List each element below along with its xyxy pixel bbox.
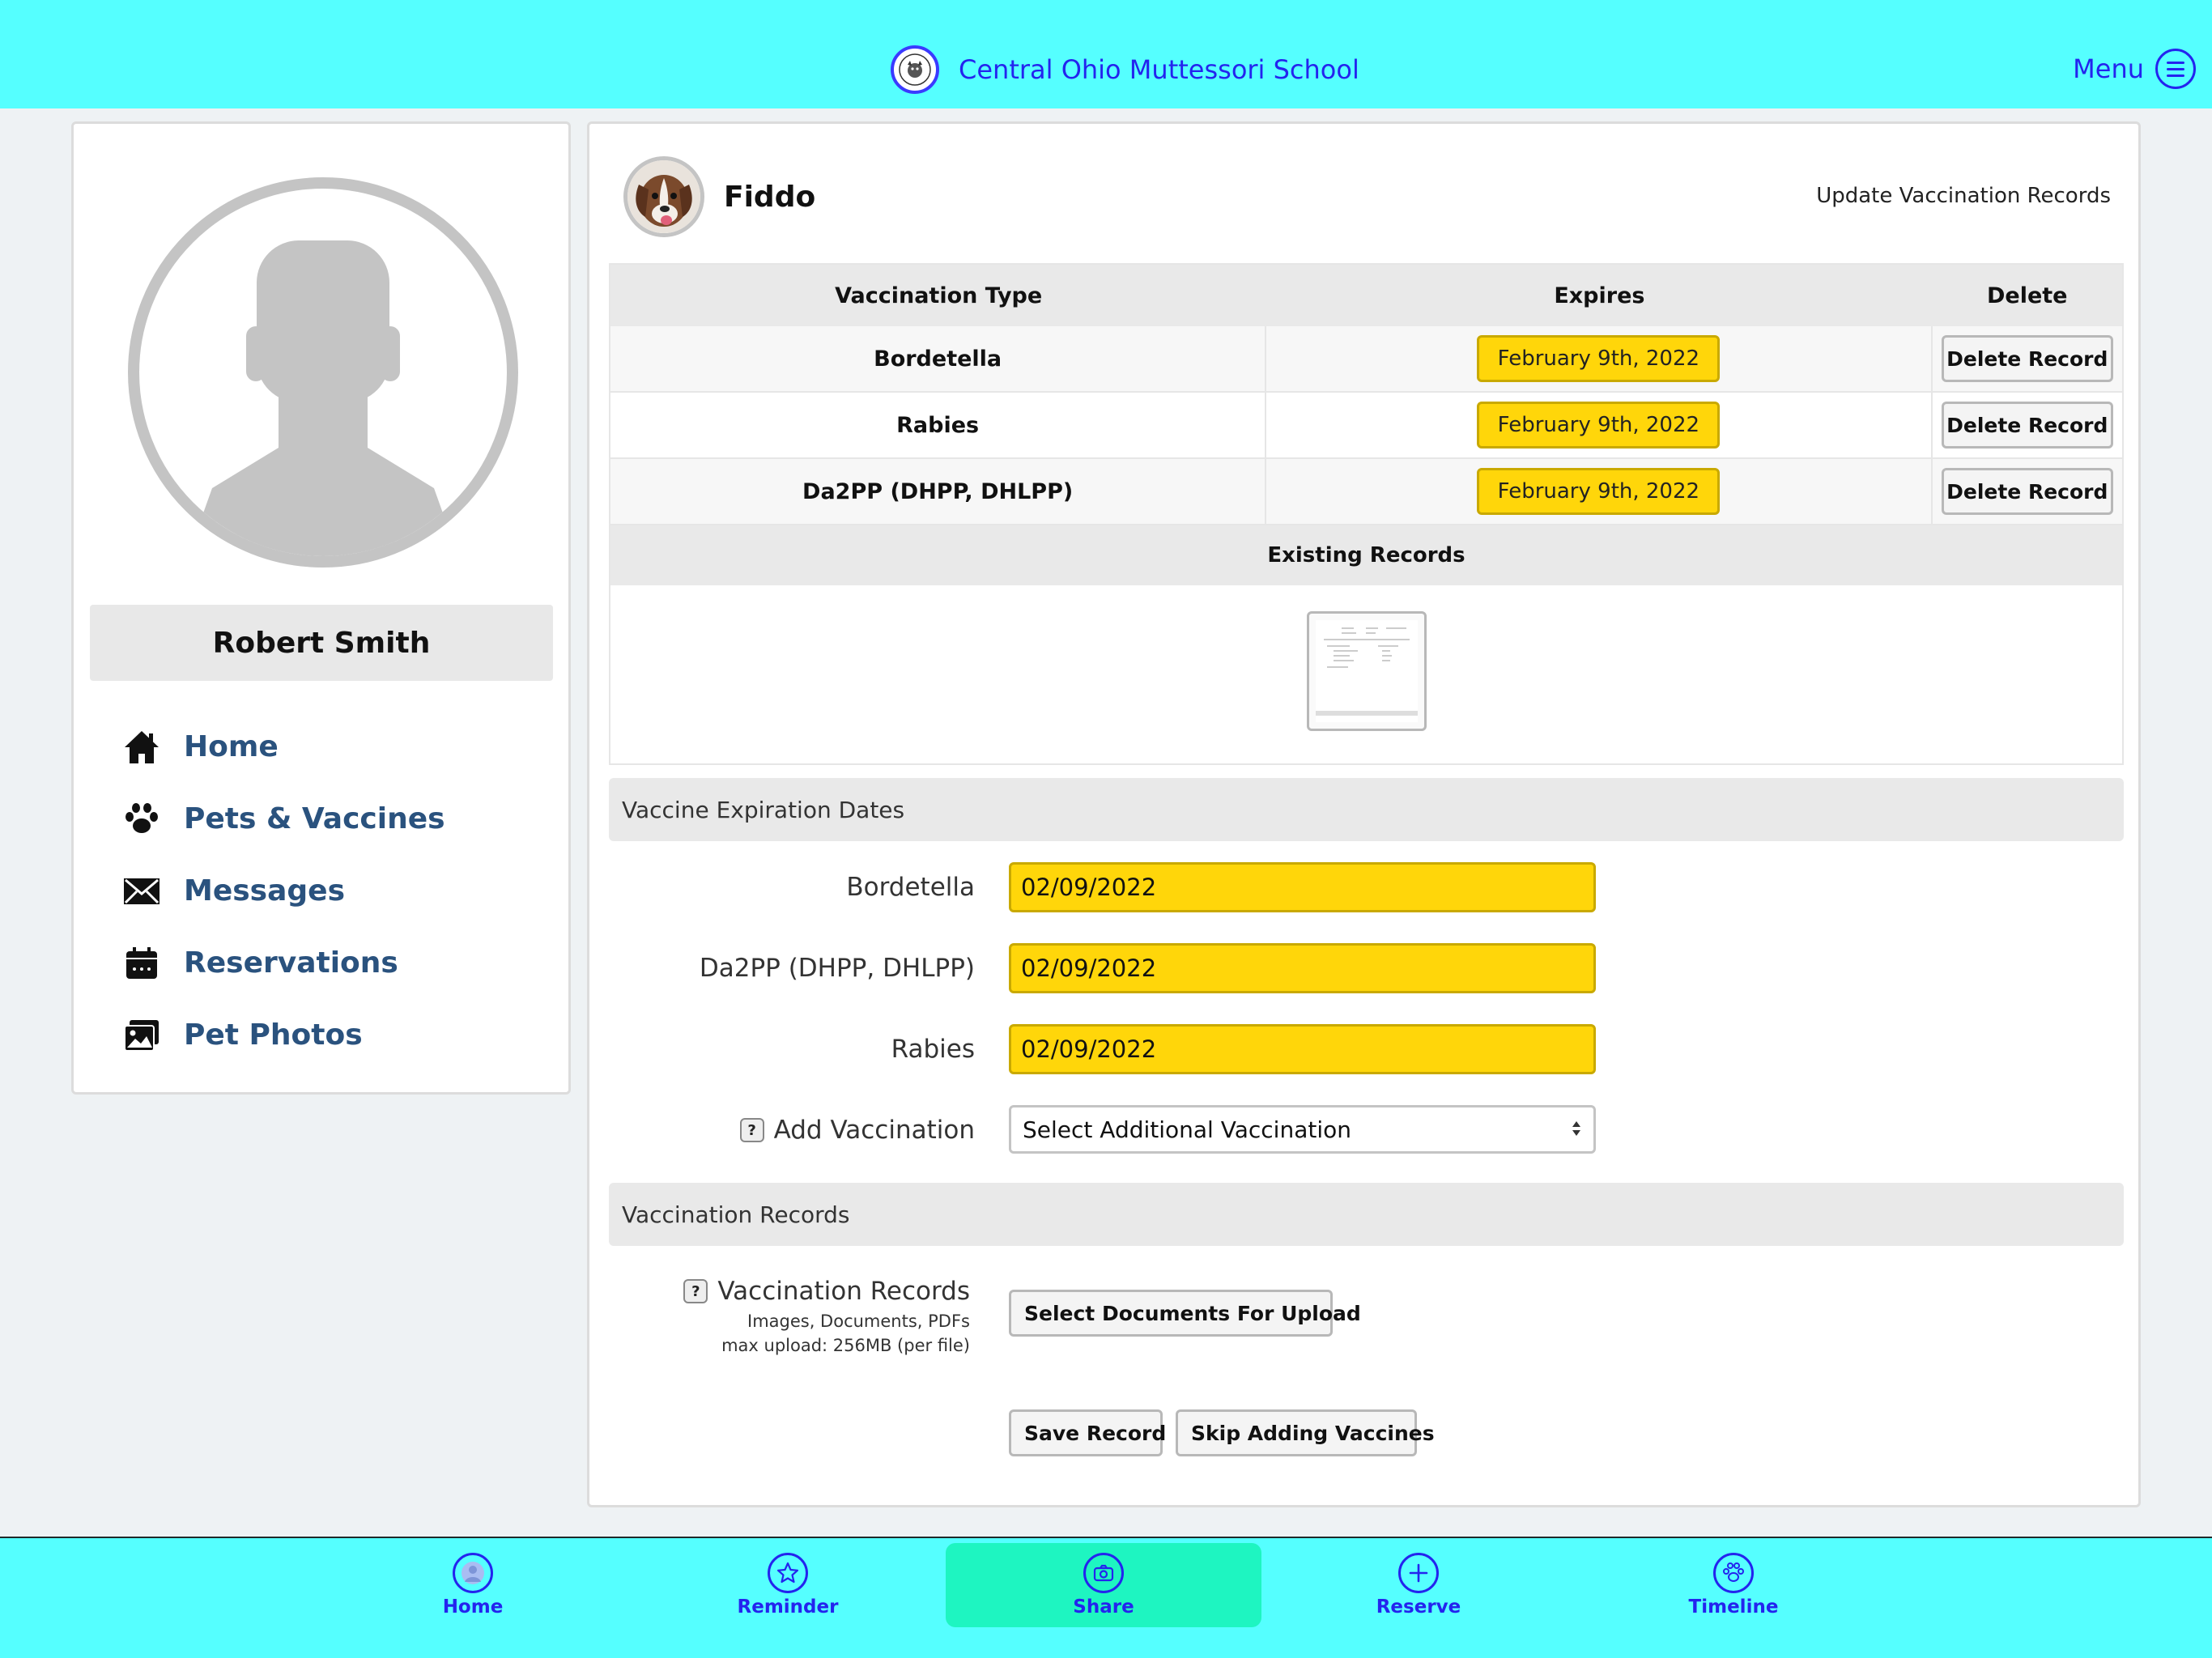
vaccine-expiration-section-header: Vaccine Expiration Dates [609,778,2124,841]
vaccination-records-section-header: Vaccination Records [609,1183,2124,1246]
expiry-date-badge: February 9th, 2022 [1477,402,1721,449]
tab-label: Home [442,1596,504,1618]
brand[interactable]: Central Ohio Muttessori School [891,44,1359,96]
tab-label: Reminder [737,1596,839,1618]
sidebar-item-label: Home [184,730,279,763]
vaccine-type-cell: Bordetella [610,326,1267,391]
school-logo-icon [891,45,939,94]
bottom-tab-bar: Home Reminder Share Reserve Timeline [0,1537,2212,1658]
delete-record-button[interactable]: Delete Record [1941,402,2113,449]
person-icon [453,1553,493,1593]
field-label: Bordetella [846,873,975,902]
add-vaccination-label-group: ? Add Vaccination [739,1105,975,1155]
expiration-row-bordetella: Bordetella [589,862,2143,912]
sidebar-item-label: Pet Photos [184,1018,363,1052]
sidebar-item-messages[interactable]: Messages [122,855,445,927]
column-header-expires: Expires [1554,283,1645,308]
pet-avatar [623,156,704,237]
sidebar-item-pets-vaccines[interactable]: Pets & Vaccines [122,783,445,855]
existing-records-body [610,585,2122,763]
field-label: Da2PP (DHPP, DHLPP) [699,954,975,983]
hamburger-icon [2155,49,2196,89]
expiration-row-da2pp: Da2PP (DHPP, DHLPP) [589,943,2143,993]
save-record-button[interactable]: Save Record [1009,1409,1166,1456]
help-icon[interactable]: ? [683,1279,708,1303]
home-icon [122,728,161,767]
menu-button[interactable]: Menu [2073,49,2196,89]
paw-icon [122,800,161,839]
tab-home[interactable]: Home [315,1543,631,1627]
expiry-date-badge: February 9th, 2022 [1477,335,1721,382]
tab-label: Reserve [1376,1596,1461,1618]
field-label: Add Vaccination [773,1116,975,1145]
tab-label: Timeline [1688,1596,1779,1618]
sidebar-item-home[interactable]: Home [122,711,445,783]
select-value: Select Additional Vaccination [1023,1116,1351,1143]
upload-label-group: ? Vaccination Records Images, Documents,… [683,1277,970,1358]
pet-name: Fiddo [724,180,816,214]
skip-adding-vaccines-button[interactable]: Skip Adding Vaccines [1176,1409,1435,1456]
menu-label: Menu [2073,53,2144,84]
field-label: Rabies [891,1035,975,1064]
delete-record-button[interactable]: Delete Record [1941,335,2113,382]
add-vaccination-row: ? Add Vaccination Select Additional Vacc… [589,1105,2143,1155]
vaccination-table: Vaccination Type Expires Delete Bordetel… [609,263,2124,765]
profile-name: Robert Smith [90,605,553,681]
existing-records-header: Existing Records [610,525,2122,585]
sidebar: Robert Smith Home Pets & Vaccines Messag… [71,121,571,1095]
table-row: Da2PP (DHPP, DHLPP) February 9th, 2022 D… [610,459,2122,525]
sidebar-item-pet-photos[interactable]: Pet Photos [122,999,445,1071]
avatar [128,177,518,568]
tab-reserve[interactable]: Reserve [1261,1543,1576,1627]
star-icon [768,1553,808,1593]
tab-timeline[interactable]: Timeline [1576,1543,1891,1627]
document-thumbnail[interactable] [1307,611,1427,731]
table-header: Vaccination Type Expires Delete [610,265,2122,326]
school-name: Central Ohio Muttessori School [959,54,1359,85]
vaccine-type-cell: Rabies [610,393,1267,457]
update-vaccination-records-link[interactable]: Update Vaccination Records [1816,184,2111,208]
expiry-date-badge: February 9th, 2022 [1477,468,1721,515]
field-label: Vaccination Records [717,1277,970,1306]
expiration-row-rabies: Rabies [589,1024,2143,1074]
table-row: Rabies February 9th, 2022 Delete Record [610,393,2122,459]
sidebar-item-reservations[interactable]: Reservations [122,927,445,999]
tab-reminder[interactable]: Reminder [630,1543,946,1627]
bordetella-date-field[interactable] [1009,862,1596,912]
top-header: Central Ohio Muttessori School Menu [0,0,2212,108]
rabies-date-field[interactable] [1009,1024,1596,1074]
select-documents-button[interactable]: Select Documents For Upload [1009,1290,1361,1337]
pet-header: Fiddo [623,156,815,237]
da2pp-date-field[interactable] [1009,943,1596,993]
sidebar-nav: Home Pets & Vaccines Messages Reservatio… [122,711,445,1071]
sidebar-item-label: Pets & Vaccines [184,802,445,835]
vaccine-type-cell: Da2PP (DHPP, DHLPP) [610,459,1267,524]
column-header-type: Vaccination Type [835,283,1043,308]
add-vaccination-select[interactable]: Select Additional Vaccination [1009,1105,1596,1154]
sidebar-item-label: Messages [184,874,346,908]
main-panel: Fiddo Update Vaccination Records Vaccina… [587,121,2141,1507]
help-icon[interactable]: ? [739,1118,764,1142]
camera-icon [1083,1553,1124,1593]
delete-record-button[interactable]: Delete Record [1941,468,2113,515]
calendar-icon [122,944,161,983]
column-header-delete: Delete [1986,283,2068,308]
select-arrows-icon [1571,1116,1582,1143]
upload-hint-types: Images, Documents, PDFs [747,1312,970,1331]
plus-icon [1398,1553,1439,1593]
paw-icon [1713,1553,1754,1593]
envelope-icon [122,872,161,911]
upload-hint-size: max upload: 256MB (per file) [721,1336,970,1355]
tab-label: Share [1073,1596,1134,1618]
sidebar-item-label: Reservations [184,946,398,980]
table-row: Bordetella February 9th, 2022 Delete Rec… [610,326,2122,393]
tab-share[interactable]: Share [946,1543,1261,1627]
photos-icon [122,1016,161,1055]
